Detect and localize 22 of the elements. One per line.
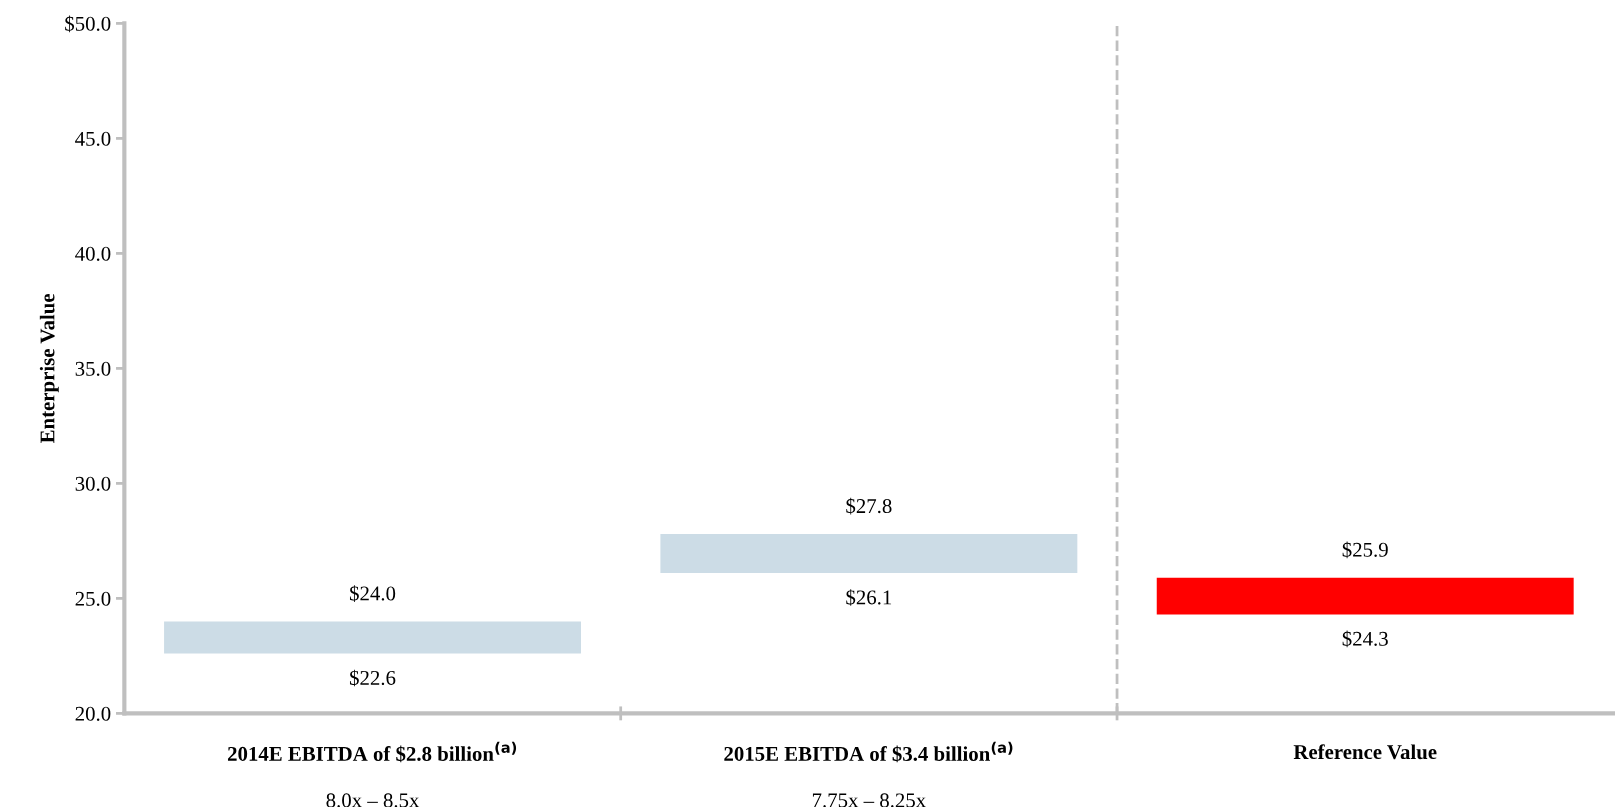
annotation: $22.6 (349, 669, 396, 687)
y-tick-label: 45.0 (75, 131, 111, 146)
annotation: $25.9 (1342, 541, 1388, 559)
x-tick-label: 2015E EBITDA of $3.4 billion$^{(a)}$ (724, 741, 1013, 763)
y-tick-label: 20.0 (75, 706, 111, 721)
annotation: $27.8 (846, 497, 892, 515)
y-tick-label: $50.0 (65, 15, 111, 33)
y-tick-label: 30.0 (75, 476, 111, 491)
bar (1156, 577, 1574, 615)
y-tick-label: 25.0 (75, 591, 111, 606)
annotation: $24.0 (349, 585, 396, 602)
annotation: $24.3 (1342, 630, 1388, 648)
y-tick-label: 35.0 (75, 361, 111, 376)
y-axis-title: Enterprise Value (39, 293, 59, 443)
x-tick-label: 2014E EBITDA of $2.8 billion$^{(a)}$ (227, 741, 517, 763)
text: 8.0x – 8.5x (326, 793, 420, 807)
text: 7.75x – 8.25x (812, 793, 926, 807)
x-tick-label: Reference Value (1293, 744, 1437, 760)
bar (164, 621, 581, 654)
bar (660, 533, 1078, 574)
annotation: $26.1 (846, 589, 892, 606)
y-tick-label: 40.0 (75, 246, 111, 261)
